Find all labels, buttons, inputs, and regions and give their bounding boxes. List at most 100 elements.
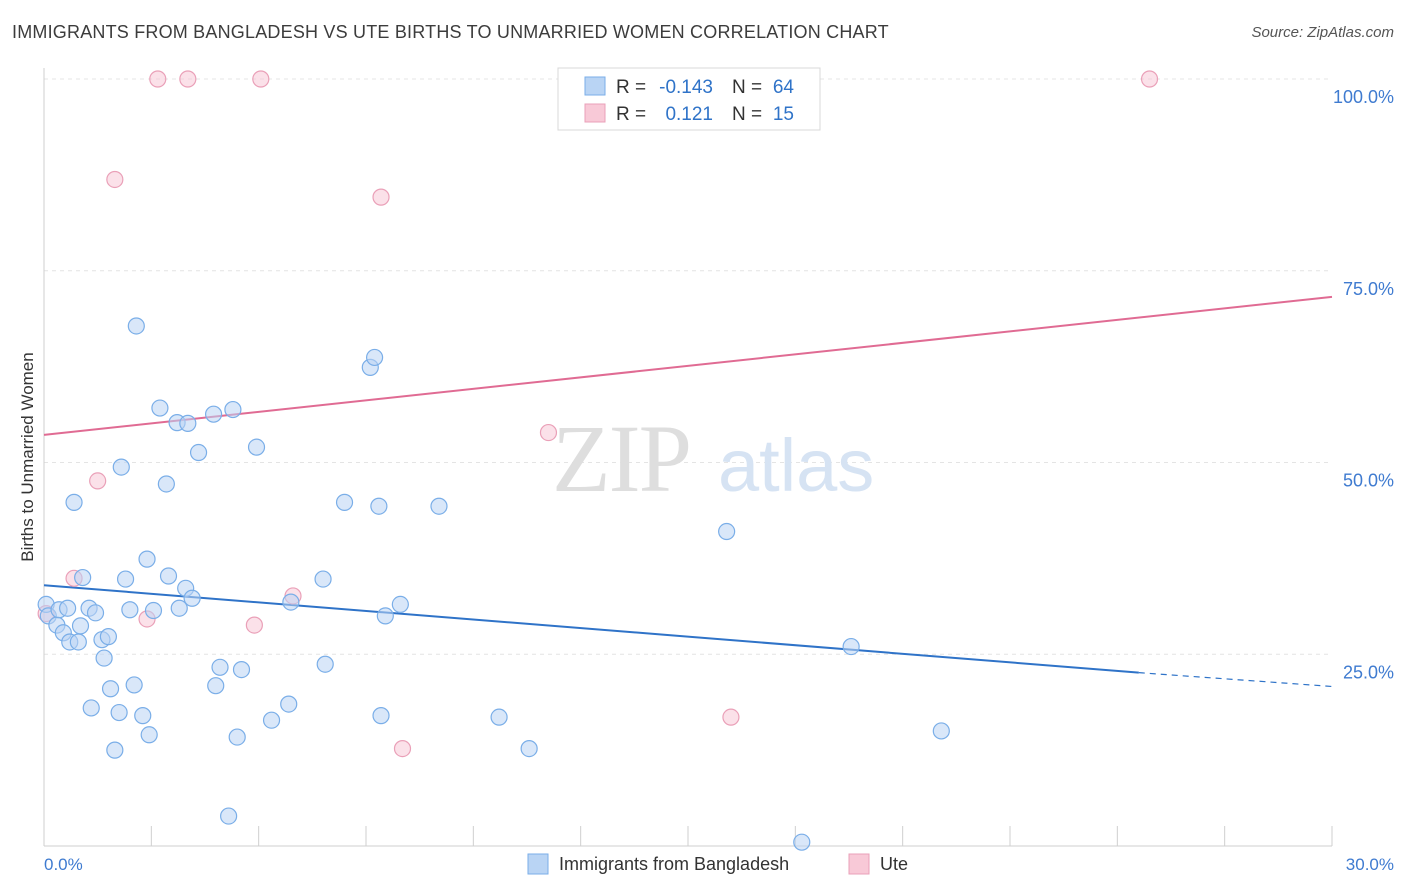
data-point-bangladesh <box>718 522 736 541</box>
data-point-bangladesh <box>106 741 124 759</box>
data-point-bangladesh <box>365 348 384 367</box>
data-point-bangladesh <box>110 703 128 722</box>
data-point-bangladesh <box>204 405 223 423</box>
y-tick-label: 50.0% <box>1343 471 1394 491</box>
legend-r-value-1: -0.143 <box>659 77 713 98</box>
data-point-bangladesh <box>391 595 409 613</box>
data-point-bangladesh <box>490 708 508 726</box>
data-point-bangladesh <box>430 497 448 515</box>
data-point-ute <box>245 616 263 634</box>
data-point-ute <box>252 70 270 88</box>
data-point-bangladesh <box>316 655 334 673</box>
data-point-bangladesh <box>112 458 130 476</box>
data-point-bangladesh <box>138 550 156 568</box>
data-point-bangladesh <box>247 438 266 456</box>
legend-box: R = -0.143 N = 64 R = 0.121 N = 15 <box>557 67 821 131</box>
series-legend-swatch-bangladesh <box>527 853 549 875</box>
data-point-bangladesh <box>99 628 118 646</box>
data-point-bangladesh <box>207 677 225 695</box>
trend-line-extension <box>1138 672 1333 688</box>
x-tick-label-right: 30.0% <box>1346 855 1394 874</box>
data-point-bangladesh <box>224 400 242 419</box>
data-point-ute <box>539 423 558 442</box>
axis-layer <box>43 68 1333 847</box>
data-point-bangladesh <box>376 607 394 625</box>
trend-layer <box>43 295 1333 688</box>
legend-swatch-ute <box>584 103 606 123</box>
watermark-zip: ZIP <box>552 405 690 512</box>
points-layer <box>37 70 1159 851</box>
series-legend: Immigrants from Bangladesh Ute <box>527 853 908 875</box>
data-point-bangladesh <box>101 680 120 698</box>
series-legend-label-ute: Ute <box>880 854 908 874</box>
legend-r-label-2: R = <box>616 104 646 125</box>
data-point-bangladesh <box>170 599 188 617</box>
y-tick-label: 100.0% <box>1333 87 1394 107</box>
legend-r-label-1: R = <box>616 77 646 98</box>
data-point-bangladesh <box>134 707 152 725</box>
data-point-ute <box>722 708 740 726</box>
y-tick-label: 75.0% <box>1343 279 1394 299</box>
data-point-bangladesh <box>82 699 100 717</box>
data-point-bangladesh <box>314 570 332 588</box>
data-point-bangladesh <box>228 728 246 746</box>
data-point-bangladesh <box>842 637 860 656</box>
legend-n-value-2: 15 <box>773 104 794 125</box>
data-point-bangladesh <box>125 676 143 694</box>
trend-line-ute <box>43 295 1333 436</box>
data-point-bangladesh <box>95 649 113 667</box>
watermark-atlas: atlas <box>718 424 874 507</box>
legend-n-label-1: N = <box>732 77 762 98</box>
data-point-ute <box>1140 70 1159 88</box>
data-point-bangladesh <box>69 633 87 651</box>
data-point-bangladesh <box>370 497 388 515</box>
data-point-bangladesh <box>86 604 105 622</box>
data-point-bangladesh <box>127 317 145 335</box>
data-point-bangladesh <box>65 493 83 511</box>
data-point-bangladesh <box>140 726 158 744</box>
y-tick-label: 25.0% <box>1343 662 1394 682</box>
data-point-bangladesh <box>116 570 135 588</box>
legend-n-label-2: N = <box>732 104 762 125</box>
data-point-bangladesh <box>179 414 197 432</box>
data-point-bangladesh <box>793 833 811 851</box>
data-point-bangladesh <box>151 399 169 417</box>
legend-n-value-1: 64 <box>773 77 795 98</box>
legend-swatch-bangladesh <box>584 76 606 96</box>
data-point-ute <box>149 70 167 88</box>
data-point-bangladesh <box>71 617 90 635</box>
series-legend-swatch-ute <box>848 853 870 875</box>
data-point-bangladesh <box>121 601 139 619</box>
data-point-bangladesh <box>211 658 229 676</box>
data-point-bangladesh <box>372 707 390 725</box>
watermark: ZIP atlas <box>552 405 874 512</box>
x-tick-label-left: 0.0% <box>44 855 83 874</box>
data-point-bangladesh <box>262 711 281 729</box>
data-point-bangladesh <box>335 493 354 511</box>
trend-line-bangladesh <box>43 584 1139 674</box>
data-point-ute <box>393 739 412 758</box>
legend-r-value-2: 0.121 <box>665 104 713 125</box>
data-point-ute <box>89 472 107 490</box>
data-point-bangladesh <box>189 443 208 462</box>
data-point-bangladesh <box>932 722 950 740</box>
data-point-bangladesh <box>232 660 251 679</box>
data-point-ute <box>179 70 197 88</box>
tick-label-layer: 0.0% 30.0% 25.0% 50.0% 75.0% 100.0% <box>44 87 1394 874</box>
data-point-bangladesh <box>59 599 77 617</box>
data-point-bangladesh <box>159 567 178 585</box>
data-point-bangladesh <box>157 475 175 493</box>
data-point-ute <box>106 170 124 189</box>
data-point-bangladesh <box>280 695 298 713</box>
data-point-bangladesh <box>220 807 238 825</box>
data-point-bangladesh <box>74 568 92 587</box>
series-legend-label-bangladesh: Immigrants from Bangladesh <box>559 854 789 874</box>
chart-title: IMMIGRANTS FROM BANGLADESH VS UTE BIRTHS… <box>12 22 889 42</box>
data-point-ute <box>372 188 390 206</box>
chart-source: Source: ZipAtlas.com <box>1251 24 1394 41</box>
data-point-bangladesh <box>520 739 538 758</box>
y-axis-title: Births to Unmarried Women <box>18 352 37 561</box>
data-point-bangladesh <box>183 589 201 607</box>
data-point-bangladesh <box>282 593 300 611</box>
